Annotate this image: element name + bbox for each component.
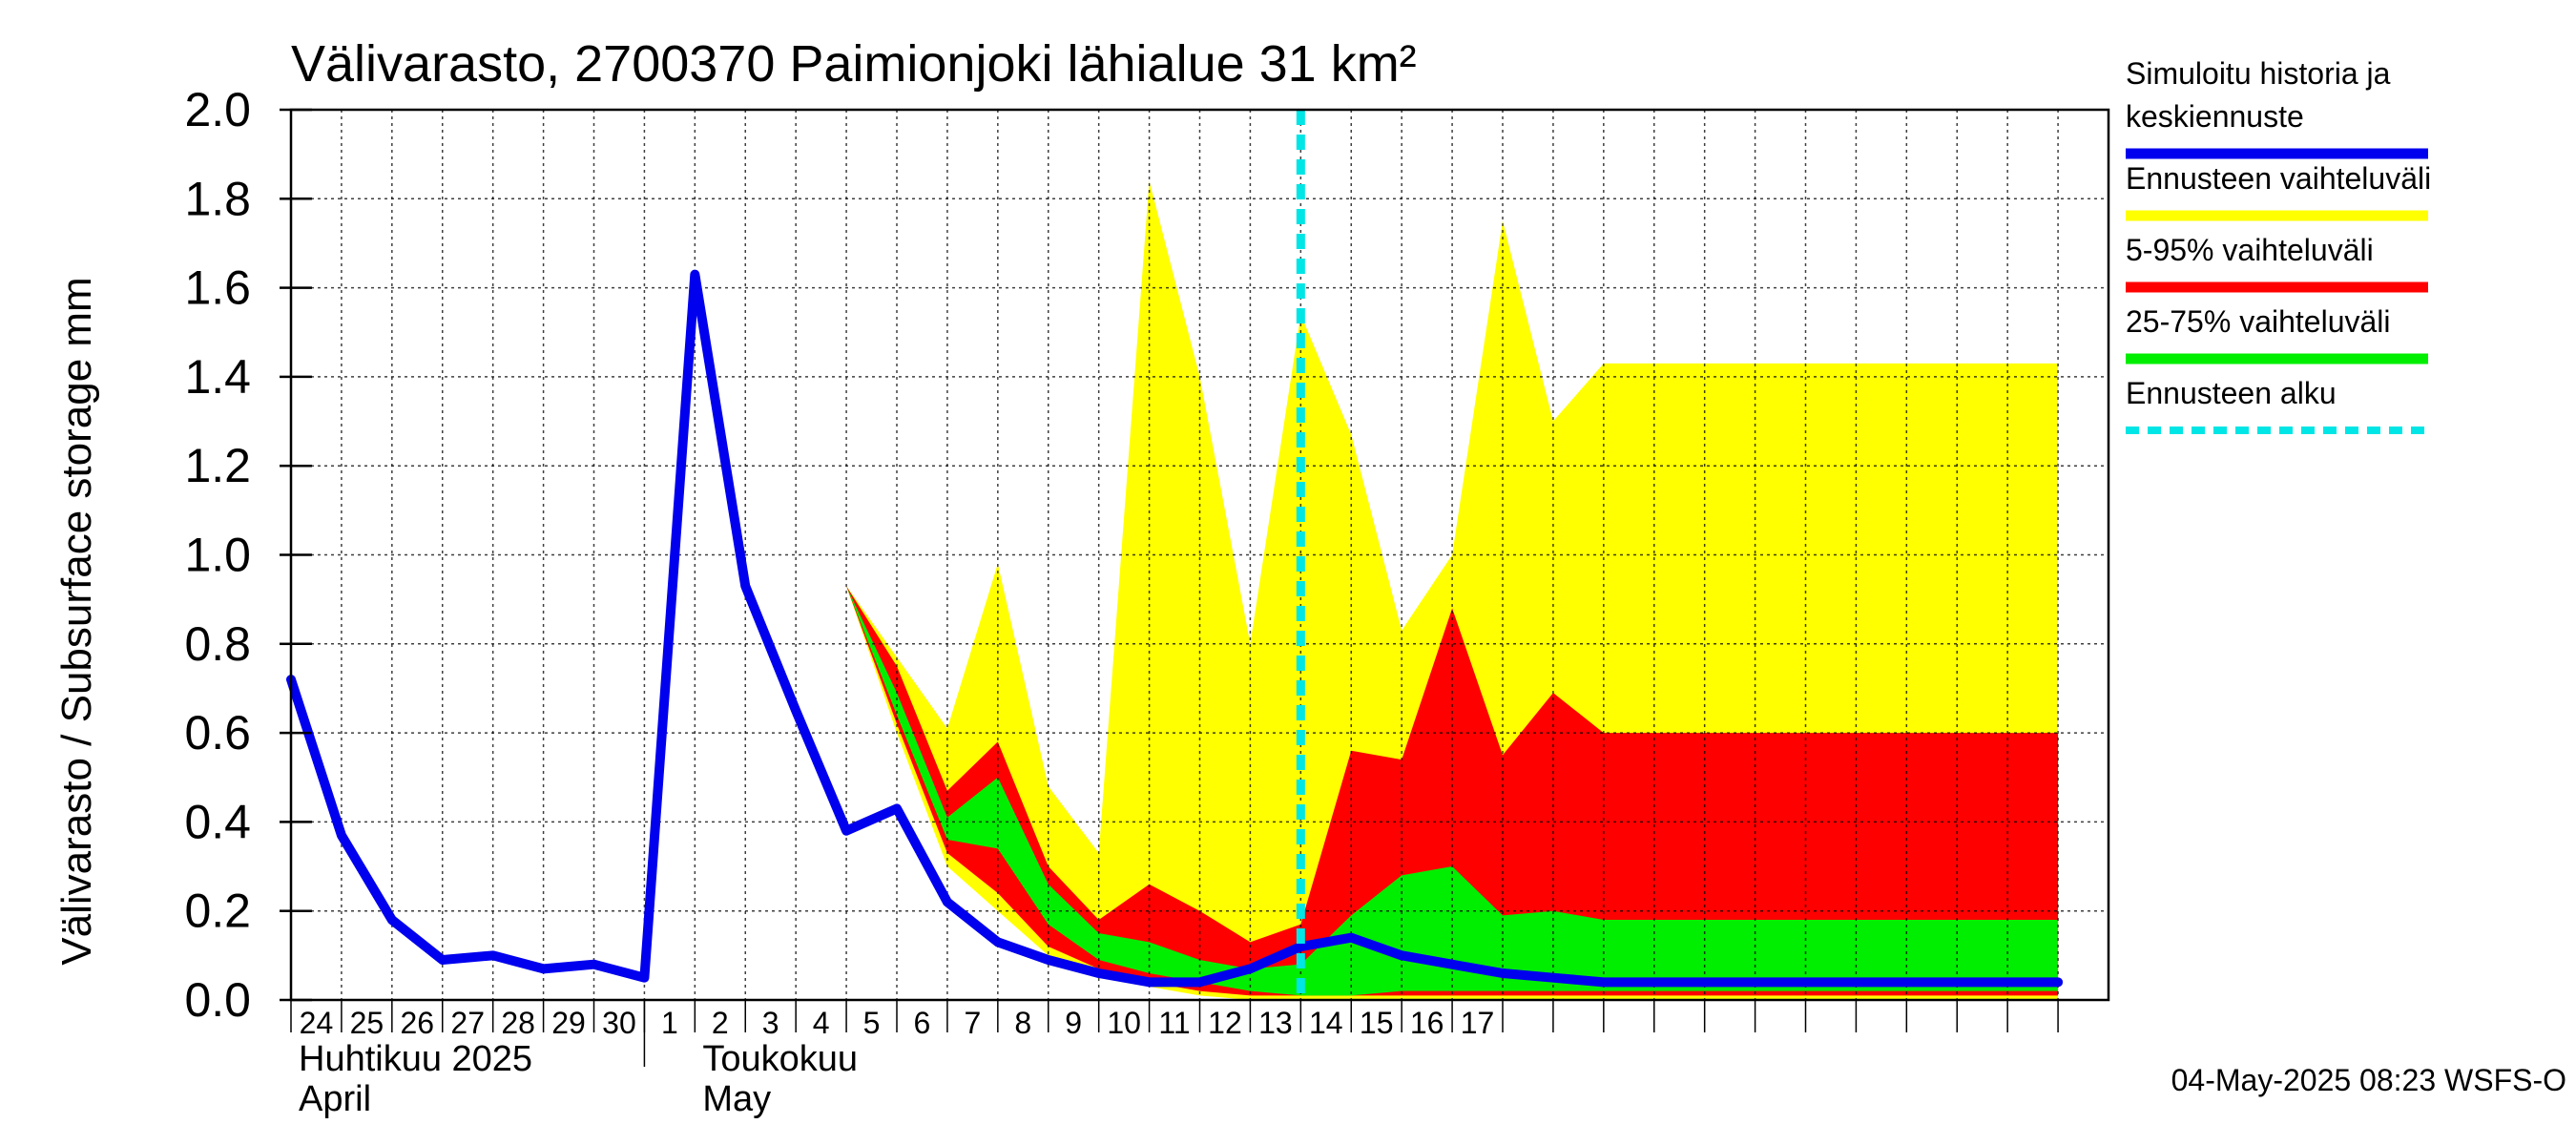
y-axis-label: Välivarasto / Subsurface storage mm [53,277,100,965]
y-tick-label: 1.2 [184,439,251,492]
legend: Simuloitu historia ja keskiennuste Ennuste… [2126,56,2431,434]
y-tick-label: 0.4 [184,795,251,848]
x-tick-label: 27 [450,1006,485,1040]
y-tick-label: 1.4 [184,350,251,404]
x-tick-label: 6 [914,1006,931,1040]
x-tick-label: 12 [1208,1006,1242,1040]
x-tick-label: 9 [1065,1006,1082,1040]
grid [291,110,2109,1000]
series-lines [286,110,2064,1000]
x-tick-label: 7 [964,1006,981,1040]
x-tick-label: 17 [1461,1006,1495,1040]
y-tick-label: 0.0 [184,973,251,1027]
x-tick-label: 16 [1410,1006,1444,1040]
chart-title: Välivarasto, 2700370 Paimionjoki lähialu… [291,35,1417,93]
month-label-en: April [299,1079,371,1119]
x-tick-label: 11 [1158,1006,1190,1040]
x-tick-label: 28 [501,1006,535,1040]
legend-label: 25-75% vaihteluväli [2126,304,2391,339]
x-tick-label: 13 [1258,1006,1293,1040]
month-label-fi: Huhtikuu 2025 [299,1039,532,1079]
legend-label: Ennusteen vaihteluväli [2126,161,2431,196]
x-tick-label: 3 [762,1006,779,1040]
y-tick-label: 0.2 [184,885,251,938]
x-tick-label: 24 [300,1006,334,1040]
axes: 0.00.20.40.60.81.01.21.41.61.82.024 25 26 2… [184,83,2110,1119]
legend-label: 5-95% vaihteluväli [2126,233,2374,267]
legend-label: Ennusteen alku [2126,376,2337,410]
x-tick-label: 1 [661,1006,678,1040]
y-tick-label: 1.8 [184,172,251,225]
y-tick-label: 0.8 [184,617,251,671]
y-tick-label: 2.0 [184,83,251,136]
x-tick-label: 4 [813,1006,830,1040]
x-tick-label: 29 [551,1006,586,1040]
y-tick-label: 0.6 [184,706,251,760]
x-tick-label: 2 [712,1006,729,1040]
y-tick-label: 1.0 [184,529,251,582]
series-line-0 [286,269,2064,988]
month-label-fi: Toukokuu [702,1039,858,1079]
x-tick-label: 5 [863,1006,881,1040]
x-tick-label: 26 [400,1006,434,1040]
footer-timestamp: 04-May-2025 08:23 WSFS-O [2171,1063,2566,1097]
month-label-en: May [702,1079,771,1119]
y-tick-label: 1.6 [184,261,251,315]
x-tick-label: 25 [350,1006,384,1040]
legend-label: keskiennuste [2126,99,2304,134]
x-tick-label: 30 [602,1006,636,1040]
x-tick-label: 10 [1107,1006,1141,1040]
x-tick-label: 8 [1014,1006,1031,1040]
legend-label: Simuloitu historia ja [2126,56,2391,91]
x-tick-label: 14 [1309,1006,1343,1040]
x-tick-label: 15 [1360,1006,1394,1040]
